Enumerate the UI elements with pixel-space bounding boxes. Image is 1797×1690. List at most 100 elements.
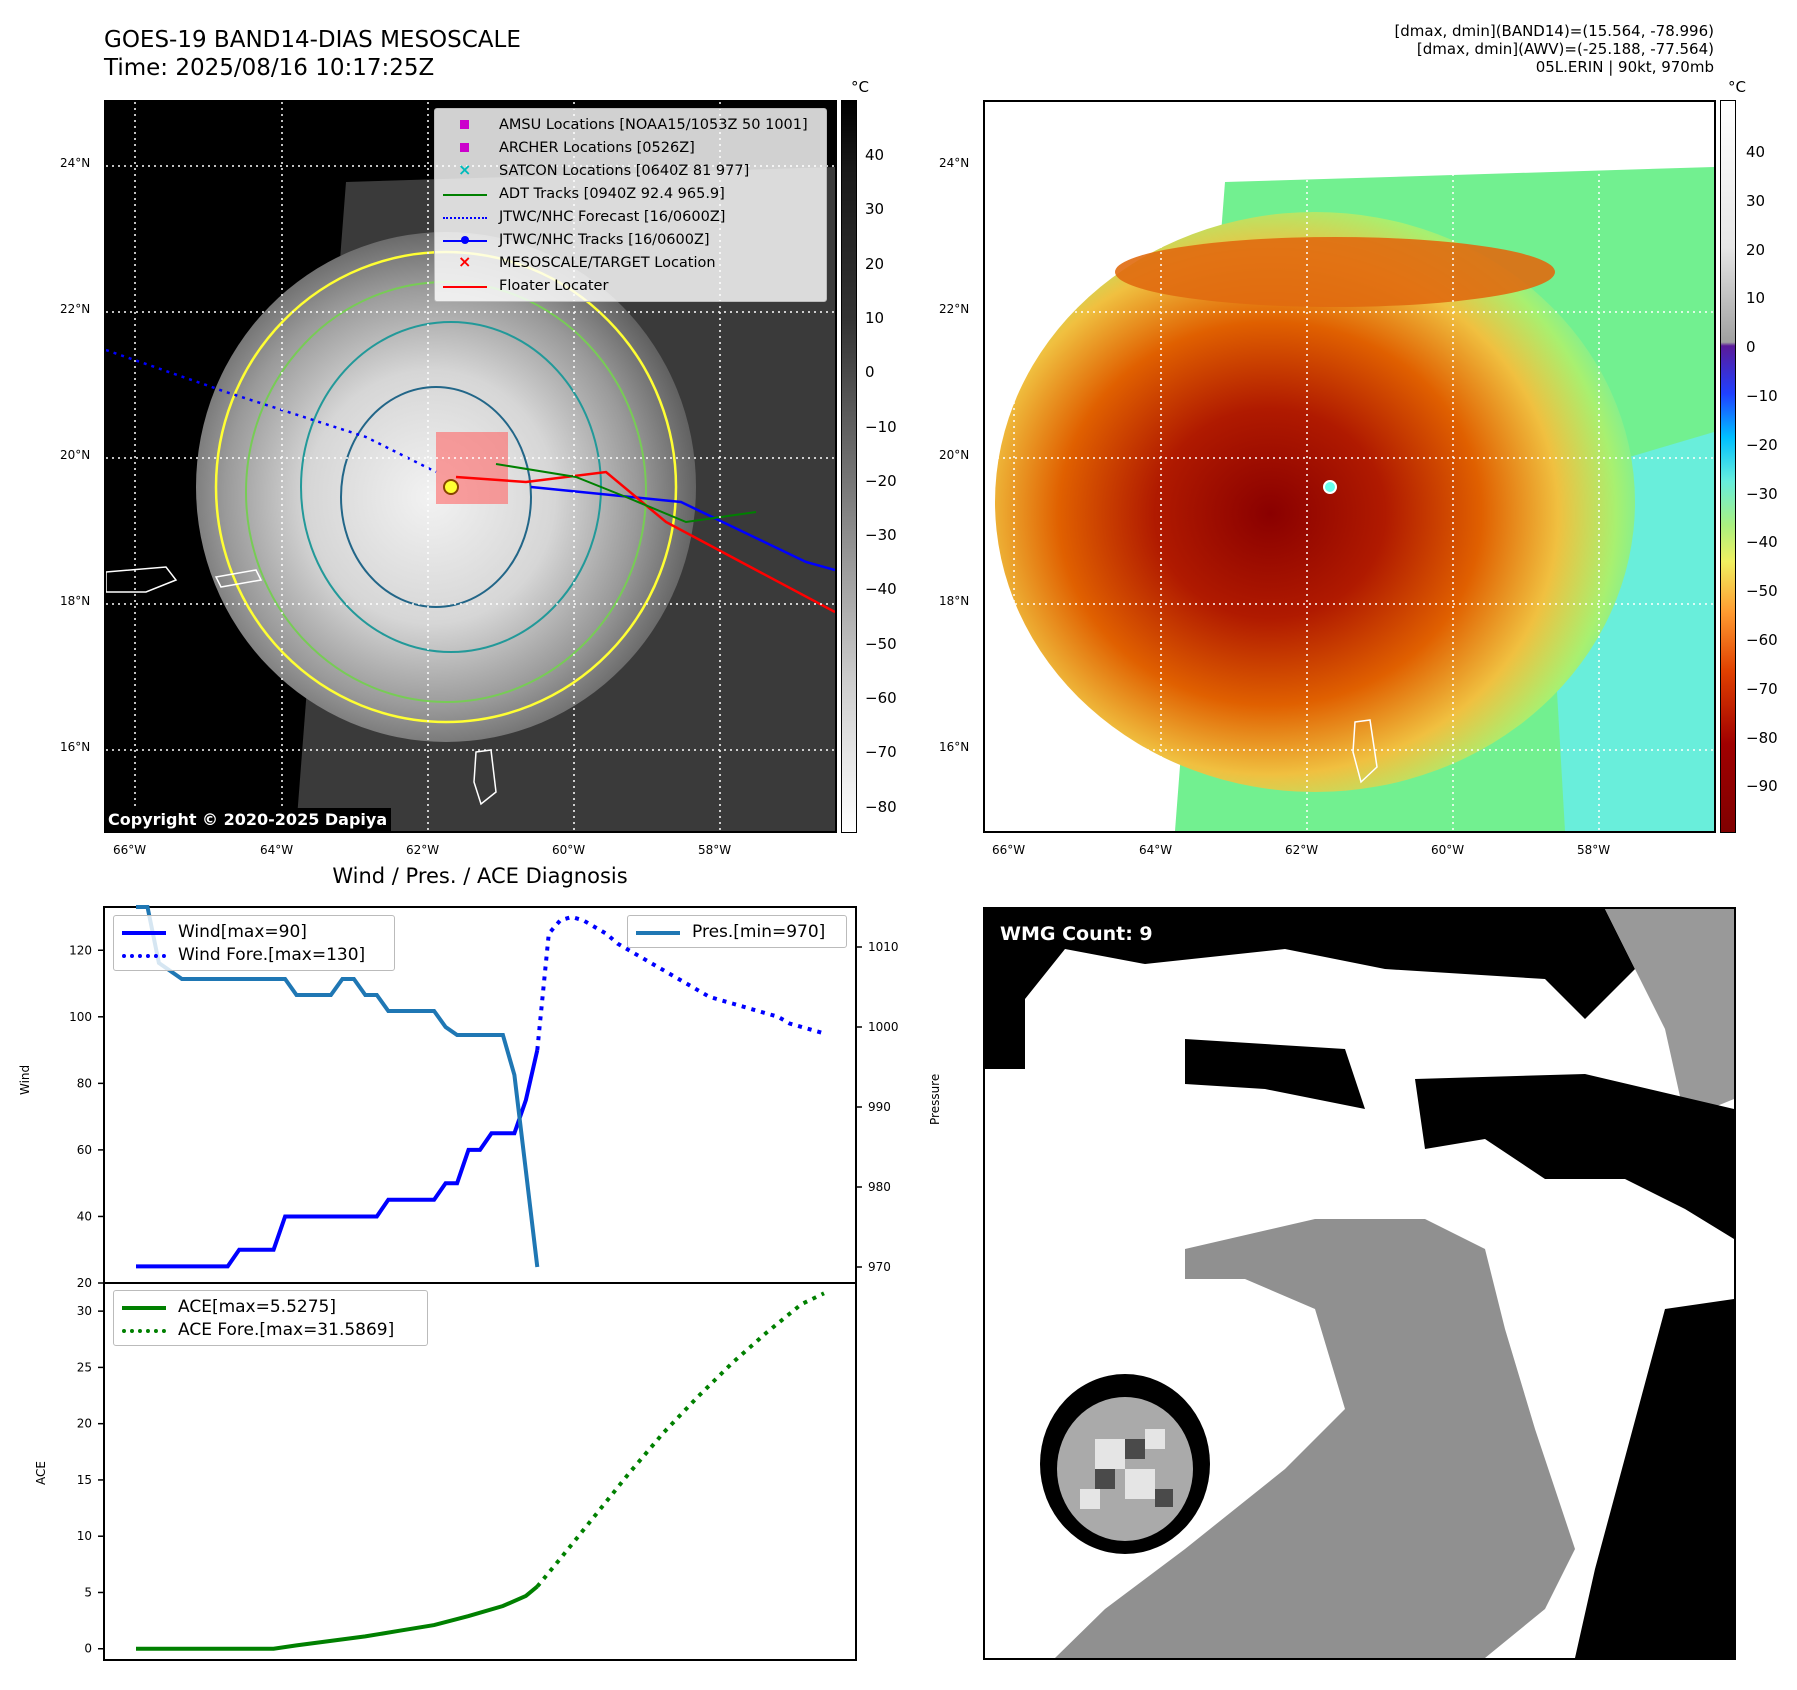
wmg-panel: [983, 907, 1736, 1660]
map-legend-swatch: [443, 119, 487, 131]
diagnosis-title: Wind / Pres. / ACE Diagnosis: [332, 864, 628, 888]
enhanced-colorbar-unit: °C: [1728, 78, 1746, 96]
title-line1: GOES-19 BAND14-DIAS MESOSCALE: [104, 27, 521, 53]
legend-label: Pres.[min=970]: [692, 921, 826, 942]
map-legend-item: Floater Locater: [443, 274, 818, 297]
colorbar-tick-label: −60: [1746, 631, 1778, 649]
colorbar-tick-label: 10: [865, 308, 885, 327]
pressure-series-line: [136, 905, 540, 1268]
colorbar-tick-label: −20: [865, 471, 897, 490]
ace-forecast-series-line: [535, 1291, 825, 1588]
map-legend-label: JTWC/NHC Forecast [16/0600Z]: [499, 208, 726, 225]
lat-tick-label: 22°N: [60, 302, 91, 316]
lon-tick-label: 60°W: [552, 843, 586, 857]
colorbar-tick-label: 10: [1746, 289, 1766, 308]
lat-tick-label: 16°N: [939, 740, 970, 754]
lat-tick-label: 24°N: [939, 156, 970, 170]
ace-legend: ACE[max=5.5275] ACE Fore.[max=31.5869]: [113, 1290, 428, 1346]
lon-tick-label: 66°W: [113, 843, 147, 857]
pressure-axis-tick-label: 980: [868, 1180, 891, 1194]
info-block: [dmax, dmin](BAND14)=(15.564, -78.996) […: [1394, 22, 1714, 76]
map-legend-swatch: [443, 211, 487, 223]
colorbar-tick-label: 40: [865, 146, 885, 164]
map-legend-item: ADT Tracks [0940Z 92.4 965.9]: [443, 182, 818, 205]
colorbar-tick-label: 30: [865, 200, 885, 219]
colorbar-tick-label: −60: [865, 689, 897, 707]
wind-axis-tick-label: 80: [77, 1076, 92, 1090]
map-legend-label: JTWC/NHC Tracks [16/0600Z]: [499, 231, 710, 248]
pressure-axis-tick-label: 970: [868, 1260, 891, 1274]
colorbar-tick-label: −50: [865, 634, 897, 653]
info-line2: [dmax, dmin](AWV)=(-25.188, -77.564): [1416, 40, 1714, 58]
legend-label: Wind[max=90]: [178, 921, 307, 942]
enhanced-map-panel: [983, 100, 1716, 833]
wind-forecast-series-line: [535, 914, 825, 1051]
lat-tick-label: 20°N: [939, 448, 970, 462]
colorbar-tick-label: −30: [865, 526, 897, 545]
legend-item: Wind[max=90]: [122, 920, 386, 943]
colorbar-tick-label: −50: [1746, 582, 1778, 601]
wind-legend: Wind[max=90] Wind Fore.[max=130]: [113, 915, 395, 971]
wmg-count-badge: WMG Count: 9: [992, 920, 1161, 948]
legend-item: Pres.[min=970]: [636, 920, 838, 943]
map-legend-item: ARCHER Locations [0526Z]: [443, 136, 818, 159]
map-legend-item: JTWC/NHC Tracks [16/0600Z]: [443, 228, 818, 251]
colorbar-tick-label: −90: [1746, 777, 1778, 796]
title-line2: Time: 2025/08/16 10:17:25Z: [104, 55, 435, 81]
lat-tick-label: 16°N: [60, 740, 91, 754]
lon-tick-label: 64°W: [260, 843, 294, 857]
colorbar-tick-label: −40: [865, 580, 897, 599]
wind-axis-tick-label: 120: [69, 943, 92, 957]
lat-tick-label: 22°N: [939, 302, 970, 316]
colorbar-tick-label: 20: [865, 254, 885, 273]
colorbar-tick-label: −30: [1746, 484, 1778, 503]
legend-swatch: [122, 1301, 166, 1313]
lat-tick-label: 18°N: [939, 594, 970, 608]
lon-tick-label: 62°W: [406, 843, 440, 857]
wind-series-line: [136, 1049, 540, 1269]
colorbar-tick-label: −80: [865, 797, 897, 816]
legend-swatch: [636, 926, 680, 938]
map-legend-swatch: [443, 280, 487, 292]
legend-label: ACE[max=5.5275]: [178, 1296, 336, 1317]
colorbar-tick-label: −70: [865, 743, 897, 762]
ir-colorbar: [841, 100, 857, 833]
wind-axis-tick-label: 20: [77, 1276, 92, 1290]
map-legend-item: × MESOSCALE/TARGET Location: [443, 251, 818, 274]
wind-ylabel: Wind: [18, 1064, 32, 1095]
legend-label: Wind Fore.[max=130]: [178, 944, 366, 965]
map-legend-swatch: [443, 142, 487, 154]
ace-axis-tick-label: 0: [84, 1642, 92, 1656]
colorbar-tick-label: 0: [1746, 338, 1756, 357]
colorbar-tick-label: 30: [1746, 191, 1766, 210]
map-legend-swatch: ×: [458, 251, 472, 271]
pressure-legend: Pres.[min=970]: [627, 915, 847, 948]
lon-tick-label: 66°W: [992, 843, 1026, 857]
lon-tick-label: 62°W: [1285, 843, 1319, 857]
pressure-axis-tick-label: 990: [868, 1100, 891, 1114]
map-legend-label: MESOSCALE/TARGET Location: [499, 254, 716, 271]
pressure-axis-tick-label: 1010: [868, 940, 899, 954]
lat-tick-label: 20°N: [60, 448, 91, 462]
colorbar-tick-label: 20: [1746, 240, 1766, 259]
map-legend-swatch: ×: [458, 159, 472, 179]
legend-label: ACE Fore.[max=31.5869]: [178, 1319, 395, 1340]
lat-tick-label: 24°N: [60, 156, 91, 170]
ace-axis-tick-label: 5: [84, 1585, 92, 1599]
info-line3: 05L.ERIN | 90kt, 970mb: [1535, 58, 1714, 76]
lon-tick-label: 58°W: [698, 843, 732, 857]
map-legend-item: JTWC/NHC Forecast [16/0600Z]: [443, 205, 818, 228]
pressure-axis-tick-label: 1000: [868, 1020, 899, 1034]
colorbar-tick-label: −70: [1746, 679, 1778, 698]
copyright-label: Copyright © 2020-2025 Dapiya: [104, 808, 392, 831]
legend-item: ACE[max=5.5275]: [122, 1295, 419, 1318]
legend-swatch: [122, 926, 166, 938]
map-legend-swatch: [443, 188, 487, 200]
map-legend-swatch: [443, 234, 487, 246]
ir-colorbar-unit: °C: [851, 78, 869, 96]
colorbar-tick-label: −80: [1746, 728, 1778, 747]
colorbar-tick-label: 40: [1746, 143, 1766, 161]
map-legend-label: AMSU Locations [NOAA15/1053Z 50 1001]: [499, 116, 808, 133]
lon-tick-label: 58°W: [1577, 843, 1611, 857]
ace-plot-frame: [103, 1282, 857, 1661]
